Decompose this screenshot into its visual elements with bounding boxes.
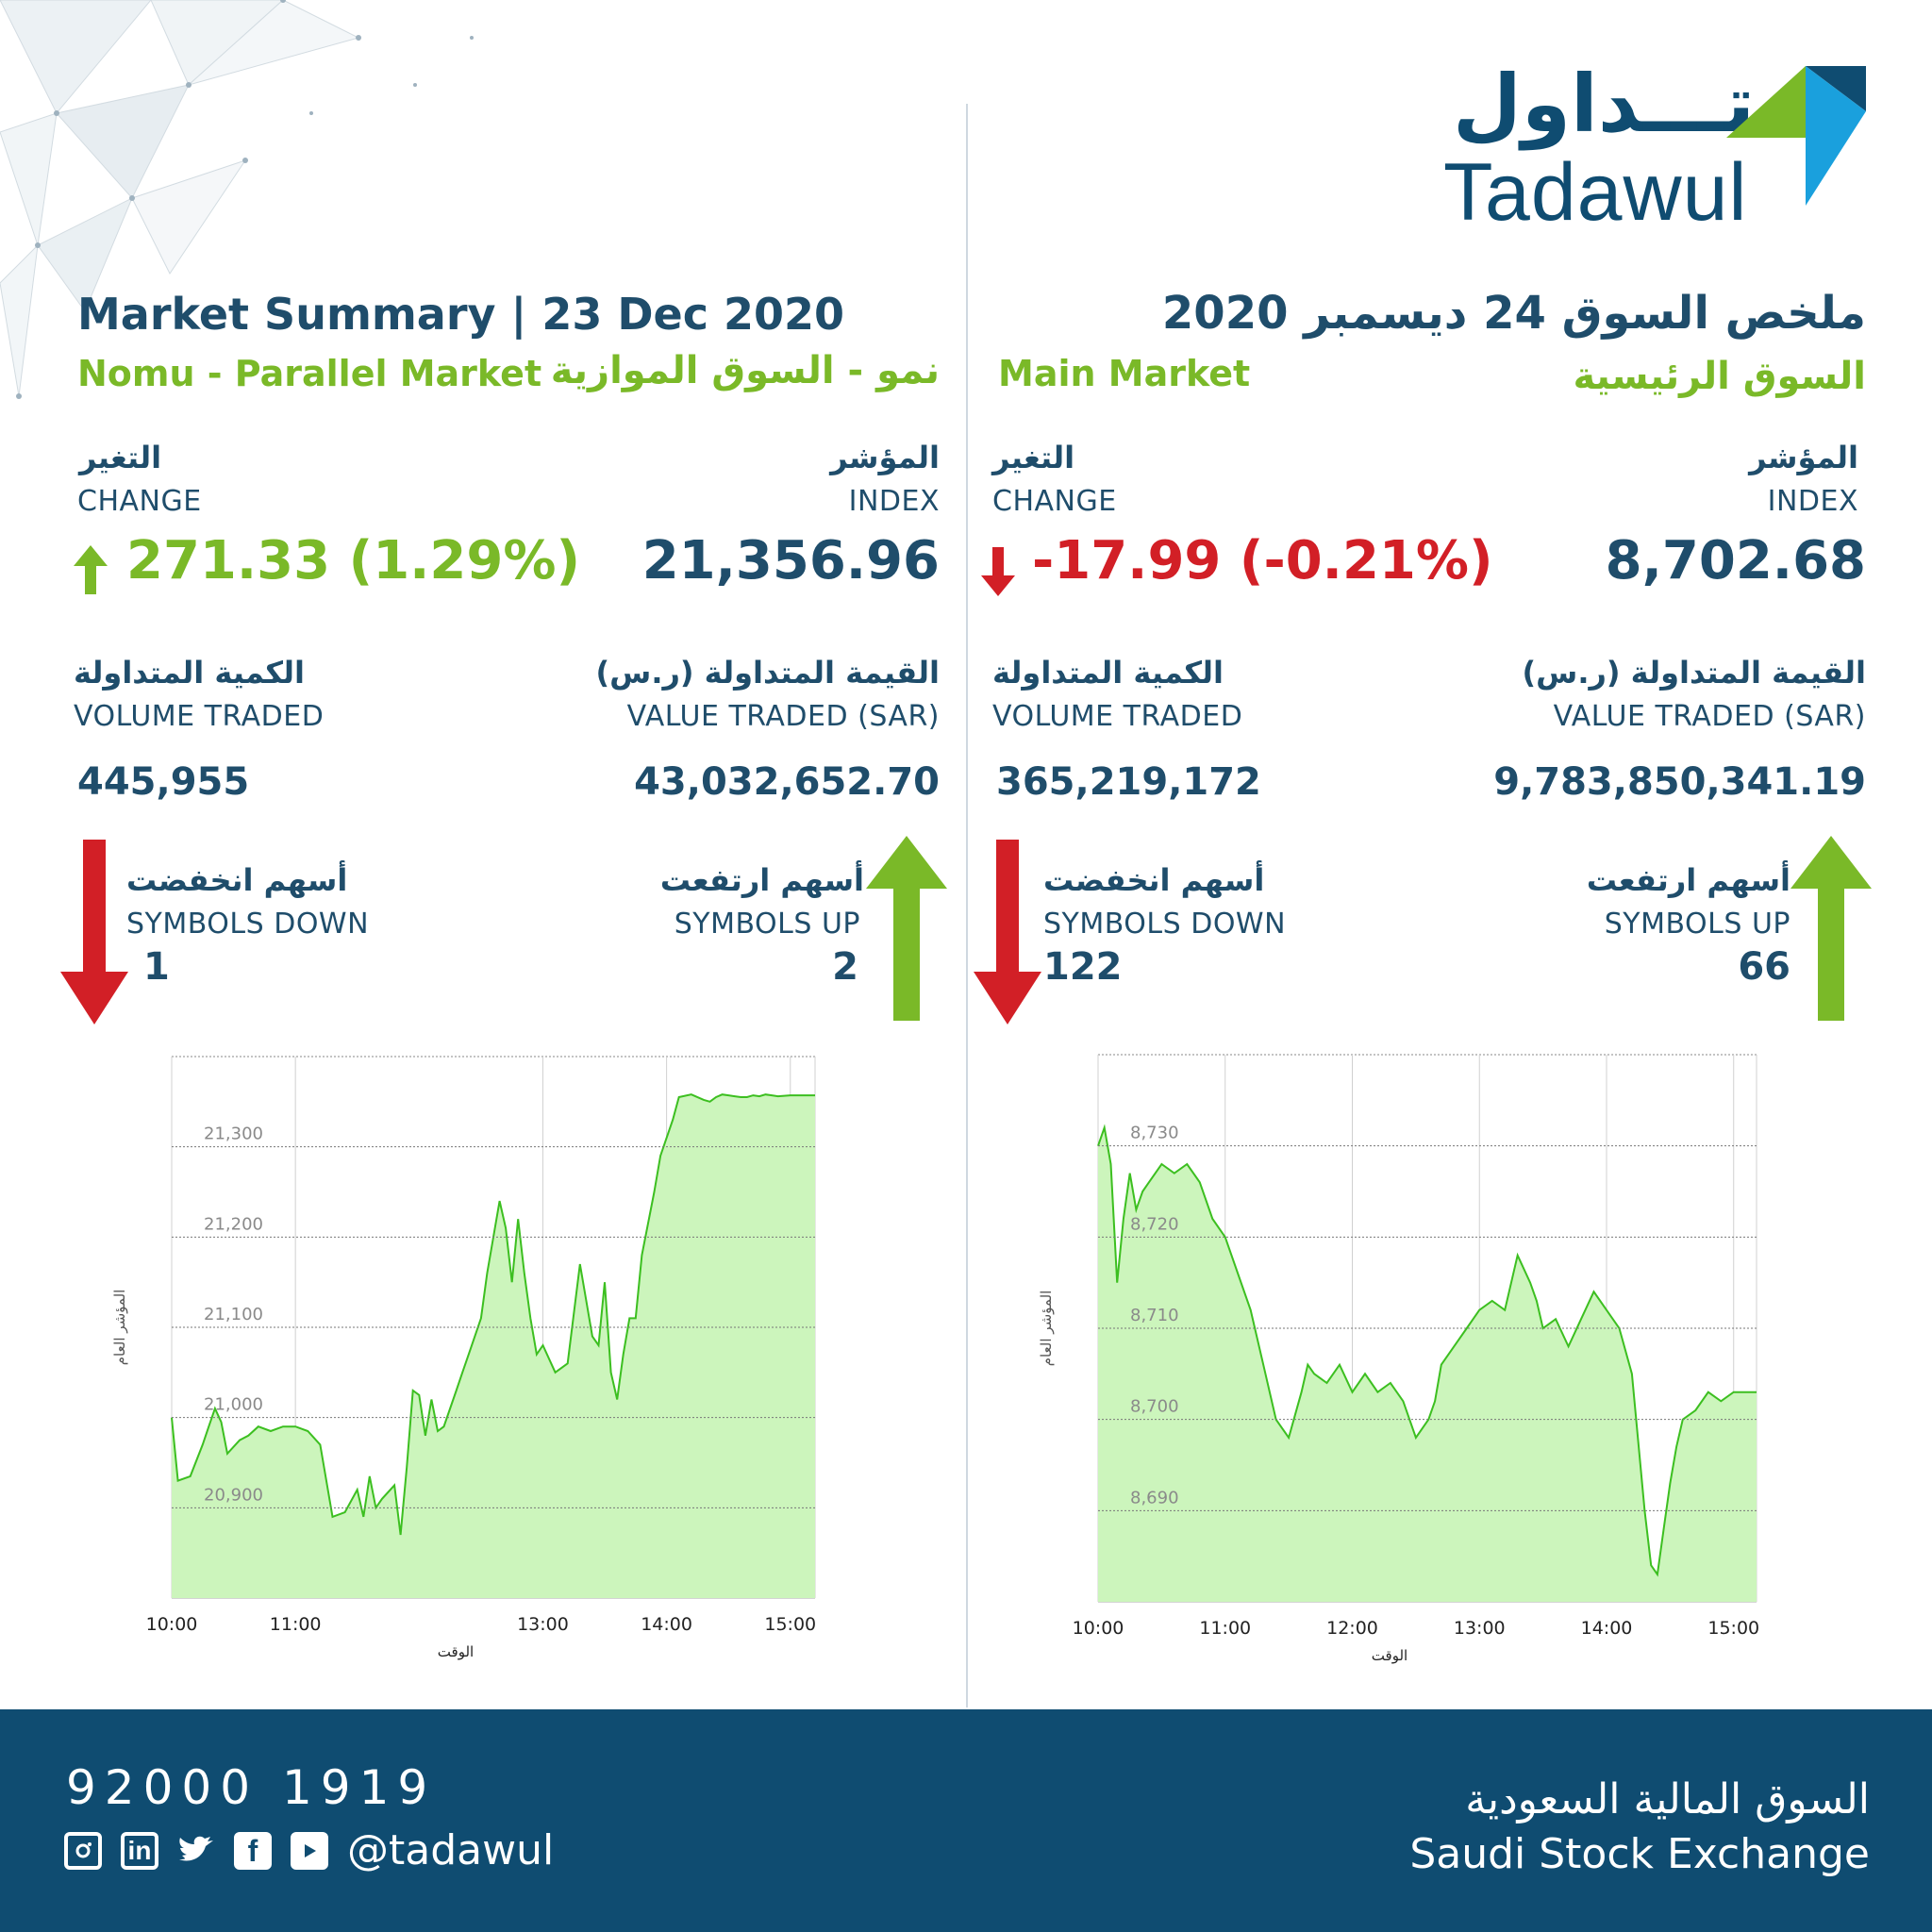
x-tick-label: 15:00 bbox=[764, 1614, 816, 1635]
left-symbols-down-count: 1 bbox=[143, 945, 170, 989]
logo-arabic-text: تـــداول bbox=[1452, 58, 1756, 150]
footer-handle: @tadawul bbox=[347, 1826, 555, 1874]
right-symbols-up-label-en: SYMBOLS UP bbox=[1604, 908, 1790, 941]
left-volume-label-en: VOLUME TRADED bbox=[74, 700, 325, 733]
x-tick-label: 11:00 bbox=[1199, 1618, 1251, 1639]
left-volume-label-ar: الكمية المتداولة bbox=[74, 655, 305, 691]
left-symbols-up-label-en: SYMBOLS UP bbox=[674, 908, 860, 941]
right-symbols-up-arrow-icon bbox=[1790, 836, 1872, 1021]
left-market-en: Nomu - Parallel Market bbox=[77, 353, 542, 394]
right-symbols-up-label-ar: أسهم ارتفعت bbox=[1586, 862, 1790, 898]
right-volume-value: 365,219,172 bbox=[996, 760, 1261, 804]
right-index-value: 8,702.68 bbox=[1605, 530, 1866, 591]
left-volume-value: 445,955 bbox=[77, 760, 250, 804]
x-tick-label: 14:00 bbox=[1581, 1618, 1633, 1639]
left-change-up-icon bbox=[74, 545, 108, 598]
left-symbols-down-label-en: SYMBOLS DOWN bbox=[126, 908, 370, 941]
x-tick-label: 11:00 bbox=[270, 1614, 322, 1635]
y-tick-label: 8,690 bbox=[1130, 1488, 1179, 1507]
y-tick-label: 21,300 bbox=[204, 1124, 263, 1144]
x-axis-title: الوقت bbox=[1372, 1647, 1407, 1664]
youtube-icon[interactable] bbox=[291, 1832, 328, 1870]
right-index-label-en: INDEX bbox=[1767, 485, 1858, 518]
left-symbols-up-count: 2 bbox=[832, 945, 858, 989]
right-value-traded-label-ar: القيمة المتداولة (ر.س) bbox=[1522, 655, 1866, 691]
series-area bbox=[1098, 1127, 1757, 1602]
twitter-icon[interactable] bbox=[177, 1832, 215, 1870]
right-market-ar: السوق الرئيسية bbox=[1573, 355, 1866, 398]
right-market-en: Main Market bbox=[998, 353, 1251, 394]
right-symbols-down-arrow-icon bbox=[974, 840, 1041, 1024]
x-axis-title: الوقت bbox=[438, 1643, 474, 1660]
right-volume-label-en: VOLUME TRADED bbox=[992, 700, 1243, 733]
y-axis-title: المؤشر العام bbox=[111, 1290, 128, 1366]
right-volume-label-ar: الكمية المتداولة bbox=[992, 655, 1224, 691]
nomu-index-chart: 20,900 21,000 21,100 21,200 21,300 10:00 11:00… bbox=[111, 1056, 816, 1660]
y-tick-label: 8,730 bbox=[1130, 1124, 1179, 1143]
left-symbols-down-label-ar: أسهم انخفضت bbox=[126, 862, 348, 898]
right-panel-title: ملخص السوق 24 ديسمبر 2020 bbox=[1161, 287, 1866, 340]
right-index-label-ar: المؤشر bbox=[1749, 440, 1858, 475]
footer-exchange-en: Saudi Stock Exchange bbox=[1409, 1830, 1870, 1878]
footer-phone: 92000 1919 bbox=[66, 1760, 437, 1815]
x-tick-label: 10:00 bbox=[1073, 1618, 1124, 1639]
social-icons: in f bbox=[64, 1832, 328, 1870]
left-panel-title: Market Summary | 23 Dec 2020 bbox=[77, 289, 845, 340]
left-index-value: 21,356.96 bbox=[641, 530, 940, 591]
x-tick-label: 14:00 bbox=[641, 1614, 692, 1635]
right-change-down-icon bbox=[981, 547, 1015, 600]
facebook-icon[interactable]: f bbox=[234, 1832, 272, 1870]
left-value-traded-label-ar: القيمة المتداولة (ر.س) bbox=[595, 655, 940, 691]
linkedin-icon[interactable]: in bbox=[121, 1832, 158, 1870]
x-tick-label: 15:00 bbox=[1707, 1618, 1759, 1639]
left-index-label-en: INDEX bbox=[848, 485, 940, 518]
main-index-chart: 8,690 8,700 8,710 8,720 8,730 10:00 11:00 12:00… bbox=[1038, 1054, 1759, 1664]
x-tick-label: 10:00 bbox=[146, 1614, 198, 1635]
logo-latin-text: Tadawul bbox=[1443, 147, 1748, 238]
footer-exchange-ar: السوق المالية السعودية bbox=[1465, 1775, 1870, 1824]
left-change-label-ar: التغير bbox=[79, 440, 162, 475]
y-tick-label: 8,700 bbox=[1130, 1397, 1179, 1417]
left-index-label-ar: المؤشر bbox=[830, 440, 940, 475]
left-symbols-up-arrow-icon bbox=[866, 836, 947, 1021]
x-tick-label: 12:00 bbox=[1326, 1618, 1378, 1639]
y-tick-label: 8,720 bbox=[1130, 1214, 1179, 1234]
right-value-traded-label-en: VALUE TRADED (SAR) bbox=[1553, 700, 1866, 733]
instagram-icon[interactable] bbox=[64, 1832, 102, 1870]
right-symbols-down-label-en: SYMBOLS DOWN bbox=[1043, 908, 1287, 941]
series-line bbox=[1097, 1124, 1757, 1577]
footer-bar bbox=[0, 1709, 1932, 1932]
series-area bbox=[172, 1094, 815, 1598]
y-tick-label: 21,100 bbox=[204, 1305, 263, 1324]
y-tick-label: 21,000 bbox=[204, 1395, 263, 1415]
left-market-ar: نمو - السوق الموازية bbox=[550, 349, 940, 392]
panel-divider bbox=[966, 104, 968, 1707]
left-symbols-up-label-ar: أسهم ارتفعت bbox=[659, 862, 864, 898]
x-tick-label: 13:00 bbox=[517, 1614, 569, 1635]
y-tick-label: 8,710 bbox=[1130, 1306, 1179, 1325]
right-symbols-up-count: 66 bbox=[1738, 945, 1790, 989]
tadawul-logo: تـــداول Tadawul bbox=[1443, 58, 1877, 238]
series-line bbox=[171, 1093, 815, 1536]
logo-mark-icon bbox=[1726, 66, 1866, 206]
y-axis-title: المؤشر العام bbox=[1038, 1291, 1055, 1367]
left-change-label-en: CHANGE bbox=[77, 485, 202, 518]
left-value-traded-label-en: VALUE TRADED (SAR) bbox=[626, 700, 940, 733]
right-symbols-down-label-ar: أسهم انخفضت bbox=[1043, 862, 1265, 898]
y-tick-label: 20,900 bbox=[204, 1485, 263, 1505]
left-change-value: 271.33 (1.29%) bbox=[126, 530, 581, 591]
left-symbols-down-arrow-icon bbox=[60, 840, 128, 1024]
right-change-label-ar: التغير bbox=[992, 440, 1075, 475]
decorative-network bbox=[0, 0, 474, 399]
right-symbols-down-count: 122 bbox=[1043, 945, 1123, 989]
right-change-label-en: CHANGE bbox=[992, 485, 1117, 518]
left-value-traded-value: 43,032,652.70 bbox=[634, 760, 940, 804]
y-tick-label: 21,200 bbox=[204, 1214, 263, 1234]
x-tick-label: 13:00 bbox=[1454, 1618, 1506, 1639]
right-change-value: -17.99 (-0.21%) bbox=[1032, 530, 1493, 591]
right-value-traded-value: 9,783,850,341.19 bbox=[1493, 760, 1866, 804]
